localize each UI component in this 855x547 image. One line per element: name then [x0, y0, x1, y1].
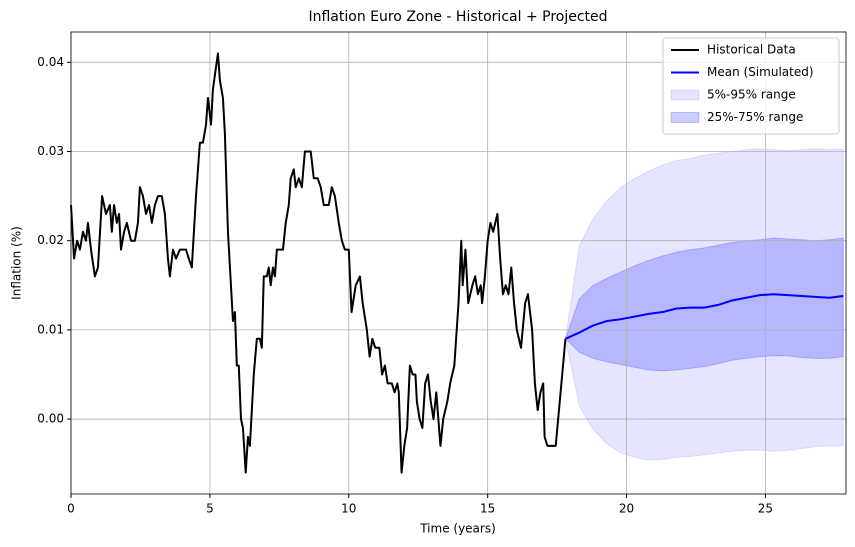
y-tick-label: 0.02 — [37, 233, 64, 247]
legend-label: Historical Data — [707, 43, 796, 57]
legend-box — [662, 37, 840, 135]
legend: Historical Data Mean (Simulated) 5%-95% ra… — [662, 37, 840, 135]
x-tick-label: 0 — [67, 502, 75, 516]
y-axis-label: Inflation (%) — [10, 226, 24, 300]
x-tick-label: 20 — [619, 502, 634, 516]
x-tick-label: 15 — [480, 502, 495, 516]
line — [70, 52, 567, 474]
x-tick-label: 25 — [758, 502, 773, 516]
legend-swatch — [670, 112, 700, 123]
y-tick-label: 0.01 — [37, 322, 64, 336]
band — [564, 148, 844, 461]
line — [565, 293, 844, 340]
band — [564, 237, 844, 372]
y-tick-label: 0.04 — [37, 55, 64, 69]
y-tick-label: 0.00 — [37, 412, 64, 426]
legend-label: Mean (Simulated) — [707, 65, 814, 79]
x-tick-label: 10 — [341, 502, 356, 516]
x-tick-label: 5 — [206, 502, 214, 516]
y-tick-label: 0.03 — [37, 144, 64, 158]
legend-label: 5%-95% range — [707, 88, 796, 102]
legend-swatch — [670, 89, 700, 101]
legend-label: 25%-75% range — [707, 110, 803, 124]
chart-title: Inflation Euro Zone - Historical + Proje… — [308, 9, 607, 25]
x-axis-label: Time (years) — [419, 522, 496, 536]
plot-frame — [70, 31, 847, 495]
